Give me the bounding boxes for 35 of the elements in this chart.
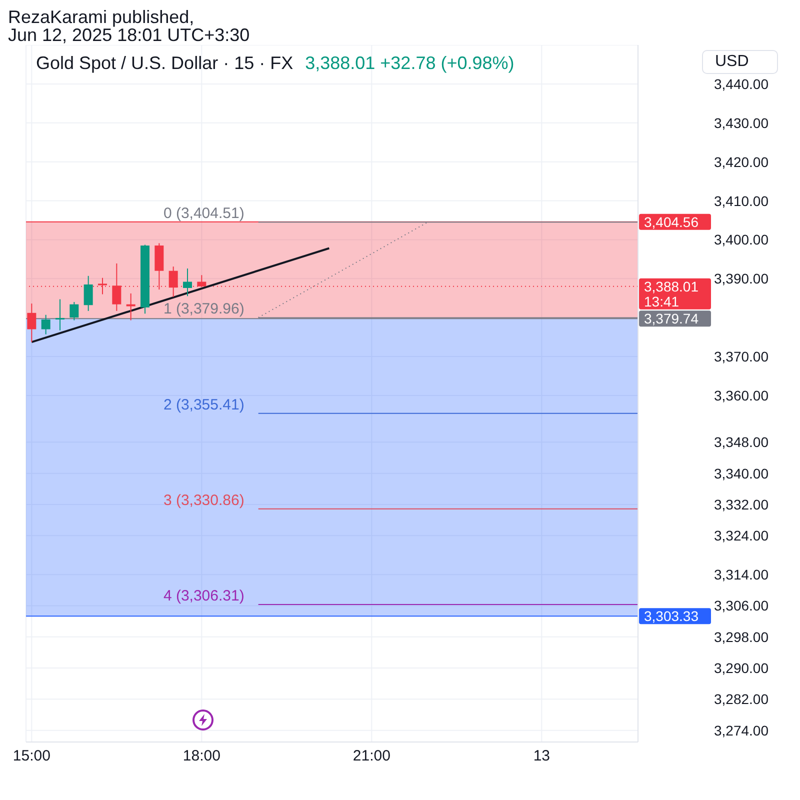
text: RezaKarami published, <box>8 7 196 27</box>
ref-line-label: 3,303.33 <box>644 608 699 624</box>
y-tick-label: 3,390.00 <box>714 270 769 287</box>
chart-title: Gold Spot / U.S. Dollar · 15 · FX <box>36 53 294 73</box>
y-tick-label: 3,298.00 <box>714 628 769 645</box>
y-tick-label: 3,410.00 <box>714 192 769 209</box>
y-tick-label: 3,400.00 <box>714 232 769 248</box>
series-label: 1 (3,379.96) <box>163 300 244 318</box>
y-tick-label: 3,420.00 <box>714 154 769 170</box>
x-tick-label: 13 <box>533 748 550 765</box>
y-tick-label: 3,348.00 <box>714 434 769 450</box>
y-tick-label: 3,360.00 <box>714 387 769 404</box>
y-tick-label: 3,282.00 <box>714 691 769 708</box>
x-tick-label: 18:00 <box>182 748 220 765</box>
series-label: 4 (3,306.31) <box>163 588 244 605</box>
y-tick-label: 3,290.00 <box>714 660 769 676</box>
x-tick-label: 15:00 <box>12 748 50 765</box>
y-tick-label: 3,332.00 <box>714 496 769 512</box>
y-tick-label: 3,340.00 <box>714 465 769 482</box>
y-tick-label: 3,430.00 <box>714 114 769 131</box>
x-tick-label: 21:00 <box>352 748 390 765</box>
y-tick-label: 3,324.00 <box>714 528 769 544</box>
y-tick-label: 3,314.00 <box>714 566 769 583</box>
y-axis-title: USD <box>702 50 778 74</box>
ref-line-label: 3,379.74 <box>644 310 699 327</box>
series-label: 0 (3,404.51) <box>163 205 244 222</box>
series-label: 2 (3,355.41) <box>163 396 244 414</box>
y-tick-label: 3,370.00 <box>714 348 769 365</box>
series-label: 3 (3,330.86) <box>163 492 244 509</box>
y-tick-label: 3,274.00 <box>714 722 769 738</box>
chart-subtitle: 3,388.01 +32.78 (+0.98%) <box>305 53 514 73</box>
ref-line-label: 3,404.56 <box>644 214 699 230</box>
y-tick-label: 3,306.00 <box>714 598 769 614</box>
ref-line-label: 3,388.01 13:41 <box>644 278 699 310</box>
y-tick-label: 3,440.00 <box>714 76 769 92</box>
